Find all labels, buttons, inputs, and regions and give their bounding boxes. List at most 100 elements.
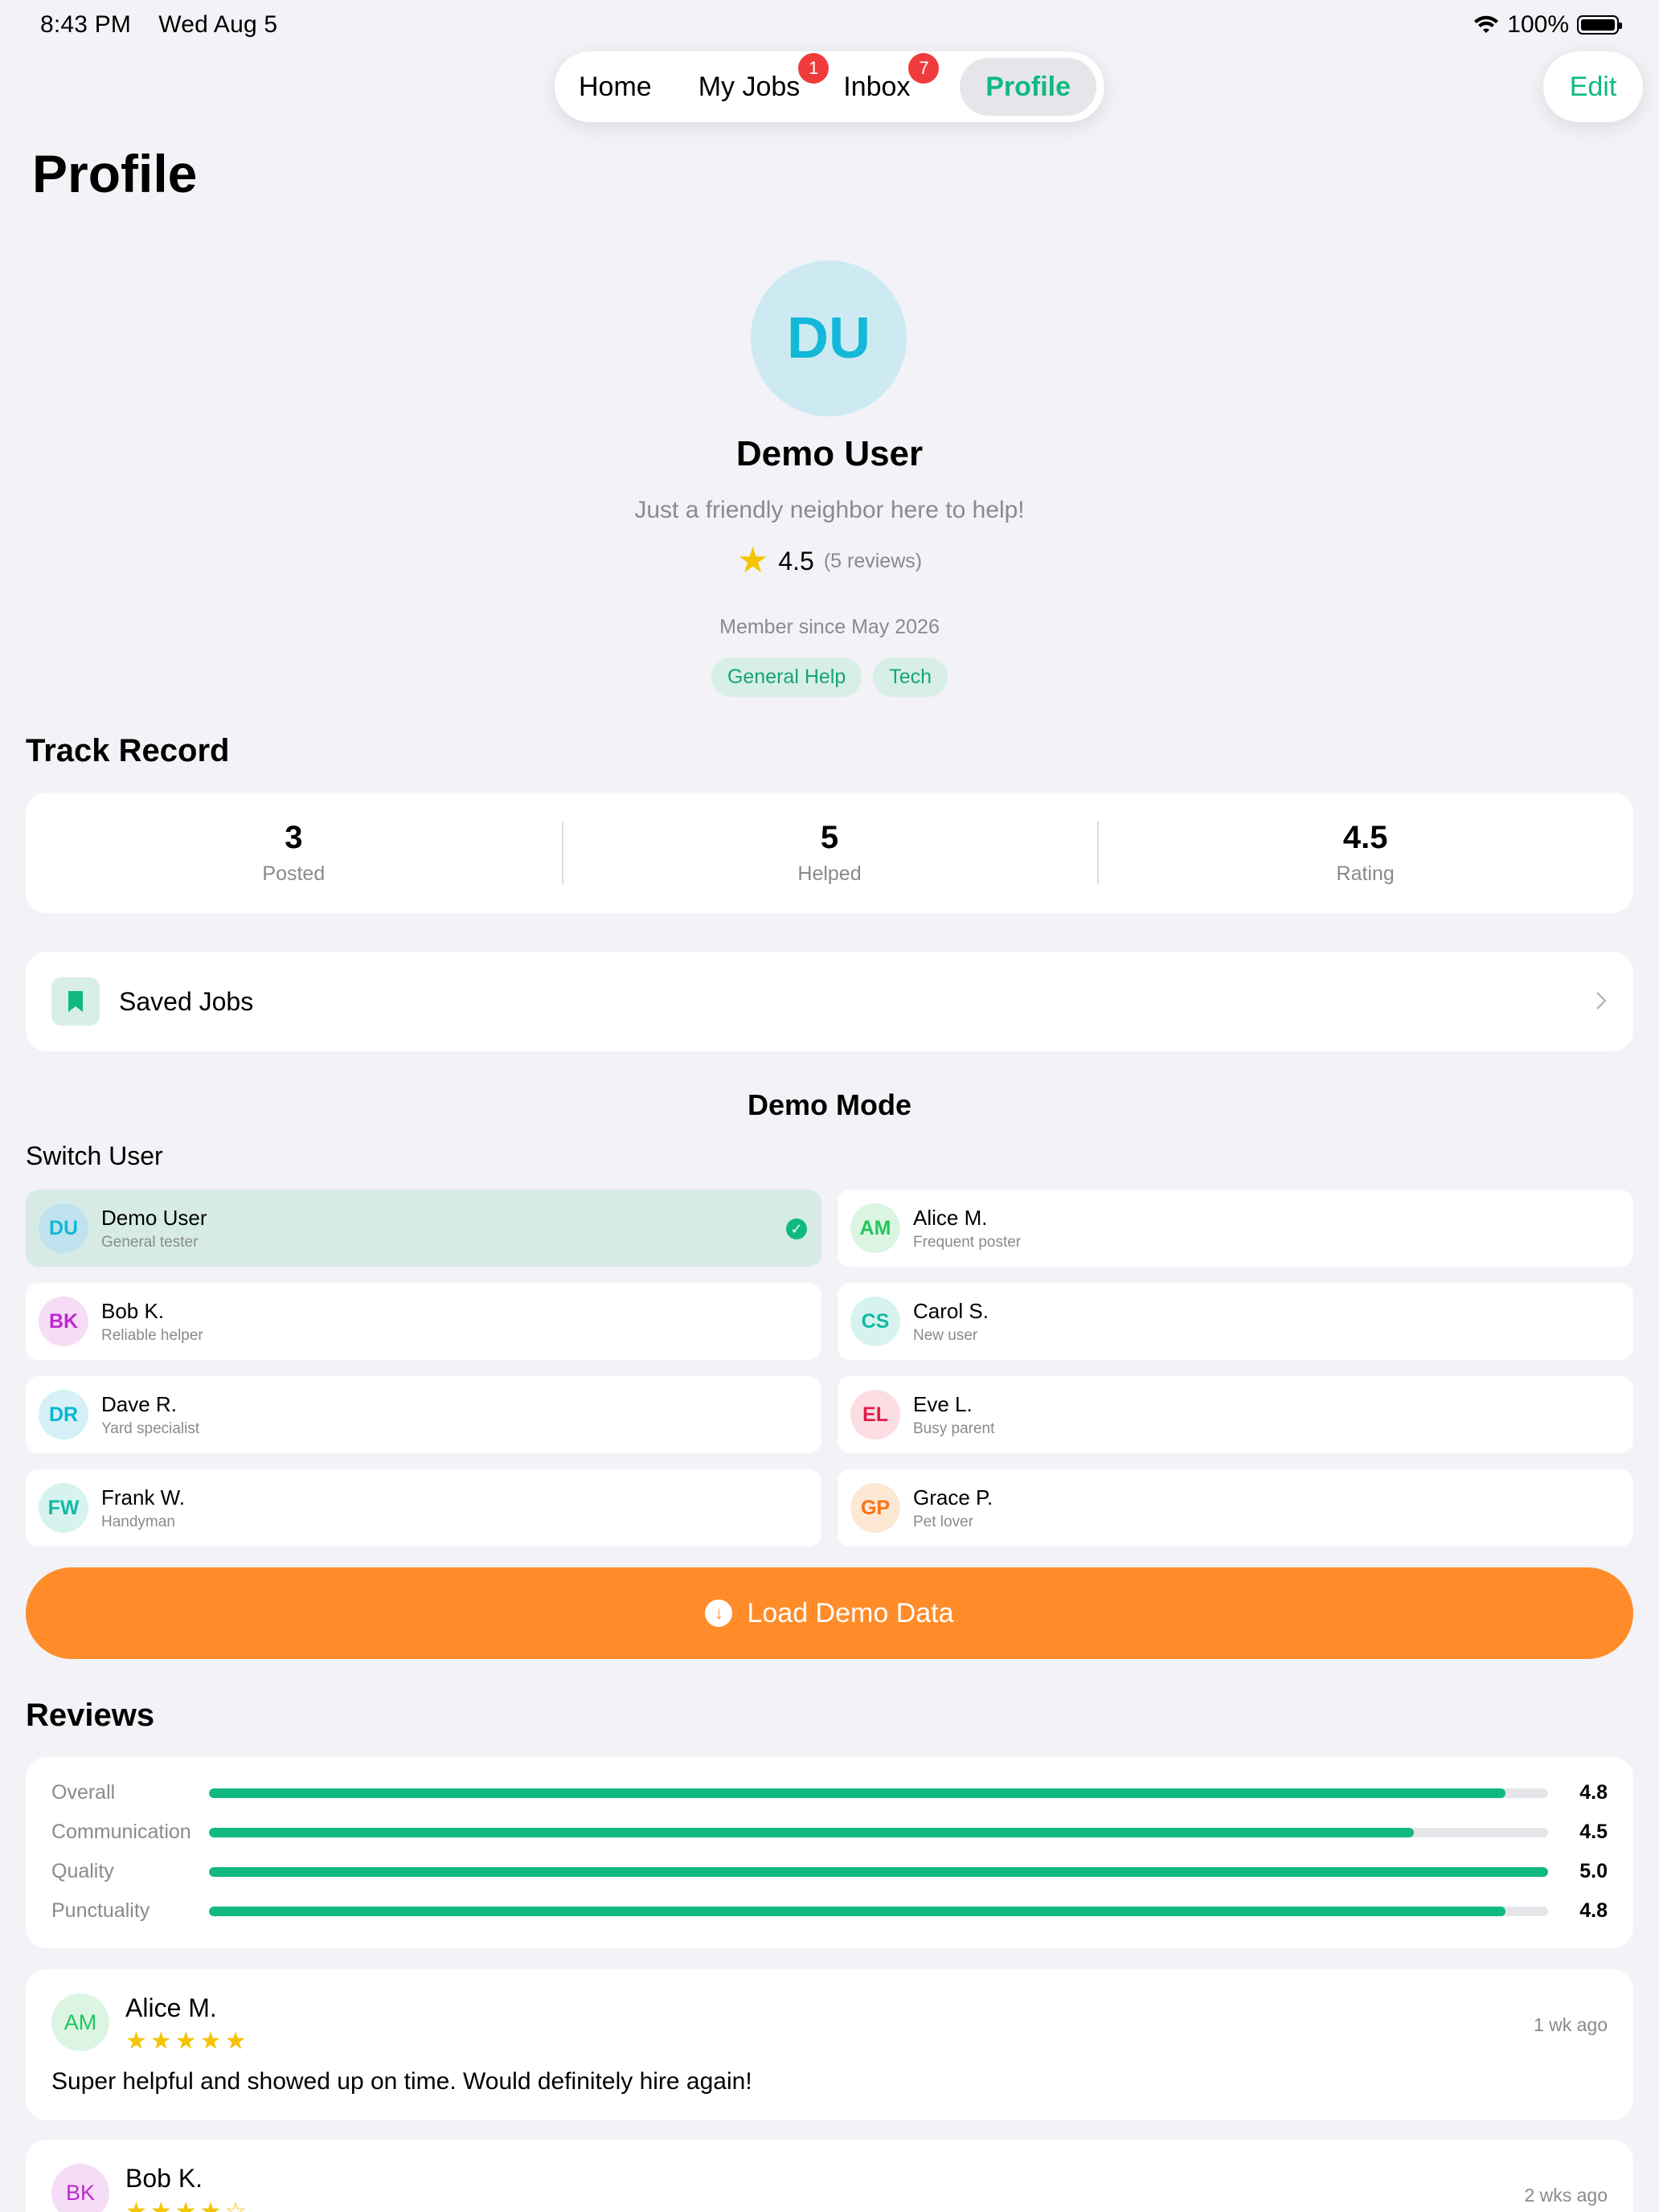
user-name: Frank W. [101,1485,186,1509]
stat-posted: 3 Posted [26,793,562,913]
load-demo-data-button[interactable]: ↓ Load Demo Data [26,1567,1633,1659]
breakdown-bar-fill [209,1906,1505,1916]
tab-inbox-label: Inbox [843,71,911,102]
breakdown-bar [209,1827,1548,1837]
user-name: Bob K. [101,1298,165,1323]
breakdown-label: Punctuality [51,1899,150,1922]
stat-label: Rating [1336,862,1395,885]
battery-percent: 100% [1507,11,1569,38]
tab-my-jobs-label: My Jobs [698,71,801,102]
chevron-right-icon [1595,985,1608,1018]
breakdown-label: Overall [51,1781,116,1804]
skill-tag: General Help [711,657,862,697]
user-subtitle: Busy parent [913,1419,995,1437]
status-time: 8:43 PM [40,11,132,38]
user-card-frank[interactable]: FW Frank W. Handyman [26,1469,821,1546]
breakdown-bar-fill [209,1788,1505,1798]
user-name: Eve L. [913,1391,973,1416]
saved-jobs-row[interactable]: Saved Jobs [26,952,1633,1051]
user-name: Grace P. [913,1485,993,1509]
tab-profile-label: Profile [985,71,1071,102]
tab-inbox[interactable]: Inbox 7 [827,53,940,116]
edit-button[interactable]: Edit [1543,51,1643,122]
tab-profile[interactable]: Profile [960,58,1096,116]
breakdown-row: Communication 4.5 [51,1813,1608,1852]
stat-label: Helped [797,862,862,885]
breakdown-bar [209,1906,1548,1916]
page-title: Profile [32,144,198,203]
download-icon: ↓ [705,1600,733,1627]
review-header: AM Alice M. ★★★★★ 1 wk ago [51,1993,1608,2054]
skill-tags: General Help Tech [0,657,1659,697]
user-name: Carol S. [913,1298,989,1323]
profile-rating: ★ 4.5 (5 reviews) [0,543,1659,579]
breakdown-value: 4.8 [1579,1899,1608,1922]
review-header: BK Bob K. ★★★★☆ 2 wks ago [51,2164,1608,2212]
stat-label: Posted [262,862,326,885]
user-avatar: CS [850,1296,900,1346]
breakdown-row: Overall 4.8 [51,1773,1608,1813]
user-card-eve[interactable]: EL Eve L. Busy parent [838,1376,1633,1453]
profile-avatar: DU [751,260,907,416]
breakdown-value: 4.5 [1579,1821,1608,1843]
status-bar-time: 8:43 PM Wed Aug 5 [40,11,277,39]
review-time: 1 wk ago [1533,2014,1608,2035]
user-card-alice[interactable]: AM Alice M. Frequent poster [838,1190,1633,1267]
tab-home[interactable]: Home [563,58,668,116]
stat-helped: 5 Helped [561,793,1098,913]
profile-review-count: (5 reviews) [823,549,923,572]
user-card-grace[interactable]: GP Grace P. Pet lover [838,1469,1633,1546]
user-subtitle: New user [913,1326,978,1344]
tab-my-jobs[interactable]: My Jobs 1 [682,53,830,116]
review-breakdown-card: Overall 4.8 Communication 4.5 Quality 5.… [26,1757,1633,1948]
breakdown-value: 5.0 [1579,1860,1608,1882]
my-jobs-badge: 1 [798,53,830,84]
user-avatar: DR [39,1390,88,1440]
profile-bio: Just a friendly neighbor here to help! [634,497,1025,523]
review-card: AM Alice M. ★★★★★ 1 wk ago Super helpful… [26,1969,1633,2120]
stat-value: 5 [820,820,839,855]
tab-home-label: Home [579,71,652,102]
breakdown-bar [209,1866,1548,1877]
breakdown-label: Communication [51,1821,191,1843]
top-tab-bar: Home My Jobs 1 Inbox 7 Profile [555,51,1104,122]
user-card-bob[interactable]: BK Bob K. Reliable helper [26,1283,821,1360]
breakdown-row: Quality 5.0 [51,1852,1608,1891]
user-subtitle: Reliable helper [101,1326,203,1344]
user-avatar: AM [850,1203,900,1253]
user-name: Dave R. [101,1391,177,1416]
profile-name: Demo User [735,434,924,473]
user-card-carol[interactable]: CS Carol S. New user [838,1283,1633,1360]
star-icon: ★ [736,541,769,580]
review-stars-icon: ★★★★☆ [125,2198,250,2212]
stat-value: 3 [285,820,303,855]
inbox-badge: 7 [908,53,940,84]
review-time: 2 wks ago [1524,2185,1608,2206]
stat-rating: 4.5 Rating [1097,793,1633,913]
reviewer-avatar: AM [51,1993,109,2051]
breakdown-bar-fill [209,1827,1415,1837]
profile-rating-value: 4.5 [778,546,814,576]
wifi-icon [1474,15,1499,33]
breakdown-row: Punctuality 4.8 [51,1891,1608,1931]
user-card-demo-user[interactable]: DU Demo User General tester ✓ [26,1190,821,1267]
reviewer-name: Alice M. [125,1993,217,2022]
reviewer-name: Bob K. [125,2164,203,2193]
user-card-dave[interactable]: DR Dave R. Yard specialist [26,1376,821,1453]
breakdown-bar [209,1788,1548,1798]
skill-tag: Tech [873,657,948,697]
bookmark-icon [51,977,100,1026]
user-switch-grid: DU Demo User General tester ✓ AM Alice M.… [26,1190,1633,1546]
reviews-title: Reviews [26,1698,155,1733]
checkmark-icon: ✓ [786,1219,807,1239]
user-subtitle: Handyman [101,1513,175,1530]
user-avatar: GP [850,1483,900,1533]
status-bar-right: 100% [1473,11,1622,39]
member-since: Member since May 2026 [719,616,940,638]
user-subtitle: General tester [101,1233,199,1251]
saved-jobs-label: Saved Jobs [119,986,254,1016]
user-subtitle: Pet lover [913,1513,973,1530]
reviewer-avatar: BK [51,2164,109,2212]
review-card: BK Bob K. ★★★★☆ 2 wks ago [26,2140,1633,2212]
user-name: Demo User [101,1205,207,1230]
